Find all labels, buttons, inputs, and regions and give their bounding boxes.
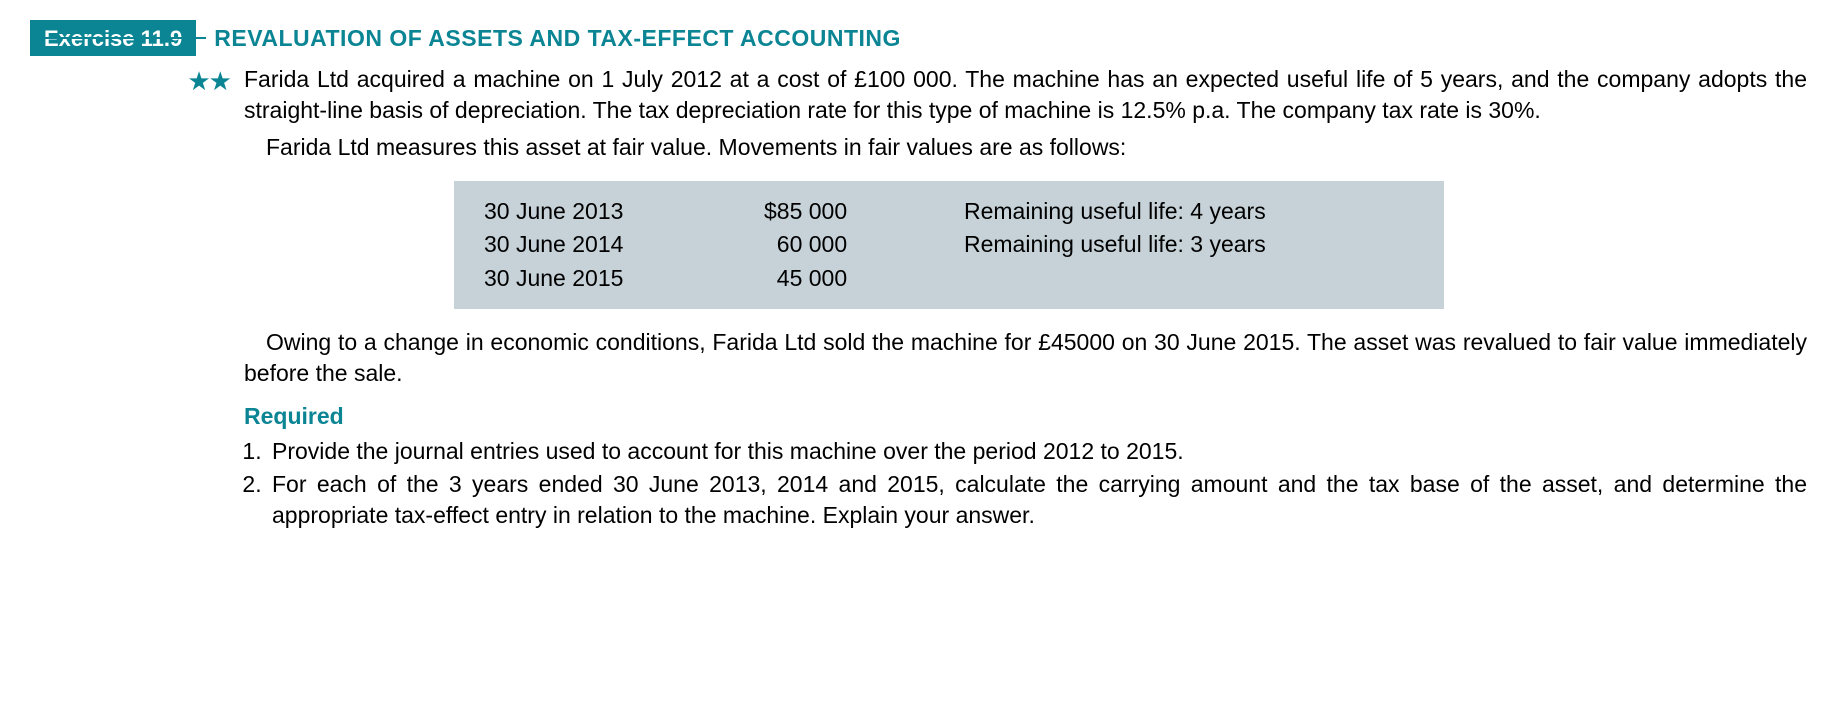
table-row: 30 June 2015 45 000: [484, 262, 1414, 295]
fv-date: 30 June 2015: [484, 262, 764, 295]
paragraph-1: Farida Ltd acquired a machine on 1 July …: [244, 64, 1807, 126]
required-item-2: For each of the 3 years ended 30 June 20…: [268, 469, 1807, 531]
fv-date: 30 June 2014: [484, 228, 764, 261]
paragraph-2: Farida Ltd measures this asset at fair v…: [244, 132, 1807, 163]
table-row: 30 June 2013 $85 000 Remaining useful li…: [484, 195, 1414, 228]
paragraph-3: Owing to a change in economic conditions…: [244, 327, 1807, 389]
fv-life: [964, 262, 1414, 295]
required-item-1: Provide the journal entries used to acco…: [268, 436, 1807, 467]
fair-value-table: 30 June 2013 $85 000 Remaining useful li…: [454, 181, 1444, 309]
table-row: 30 June 2014 60 000 Remaining useful lif…: [484, 228, 1414, 261]
required-heading: Required: [244, 403, 1807, 430]
fv-amount: 45 000: [764, 262, 964, 295]
fv-amount: 60 000: [764, 228, 964, 261]
exercise-header: Exercise 11.9 REVALUATION OF ASSETS AND …: [30, 20, 1807, 56]
fv-life: Remaining useful life: 4 years: [964, 195, 1414, 228]
required-list: Provide the journal entries used to acco…: [244, 436, 1807, 531]
exercise-body: ★★ Farida Ltd acquired a machine on 1 Ju…: [30, 64, 1807, 533]
difficulty-stars: ★★: [30, 64, 230, 94]
fv-life: Remaining useful life: 3 years: [964, 228, 1414, 261]
fv-date: 30 June 2013: [484, 195, 764, 228]
exercise-title: REVALUATION OF ASSETS AND TAX-EFFECT ACC…: [214, 25, 901, 52]
fv-amount: $85 000: [764, 195, 964, 228]
